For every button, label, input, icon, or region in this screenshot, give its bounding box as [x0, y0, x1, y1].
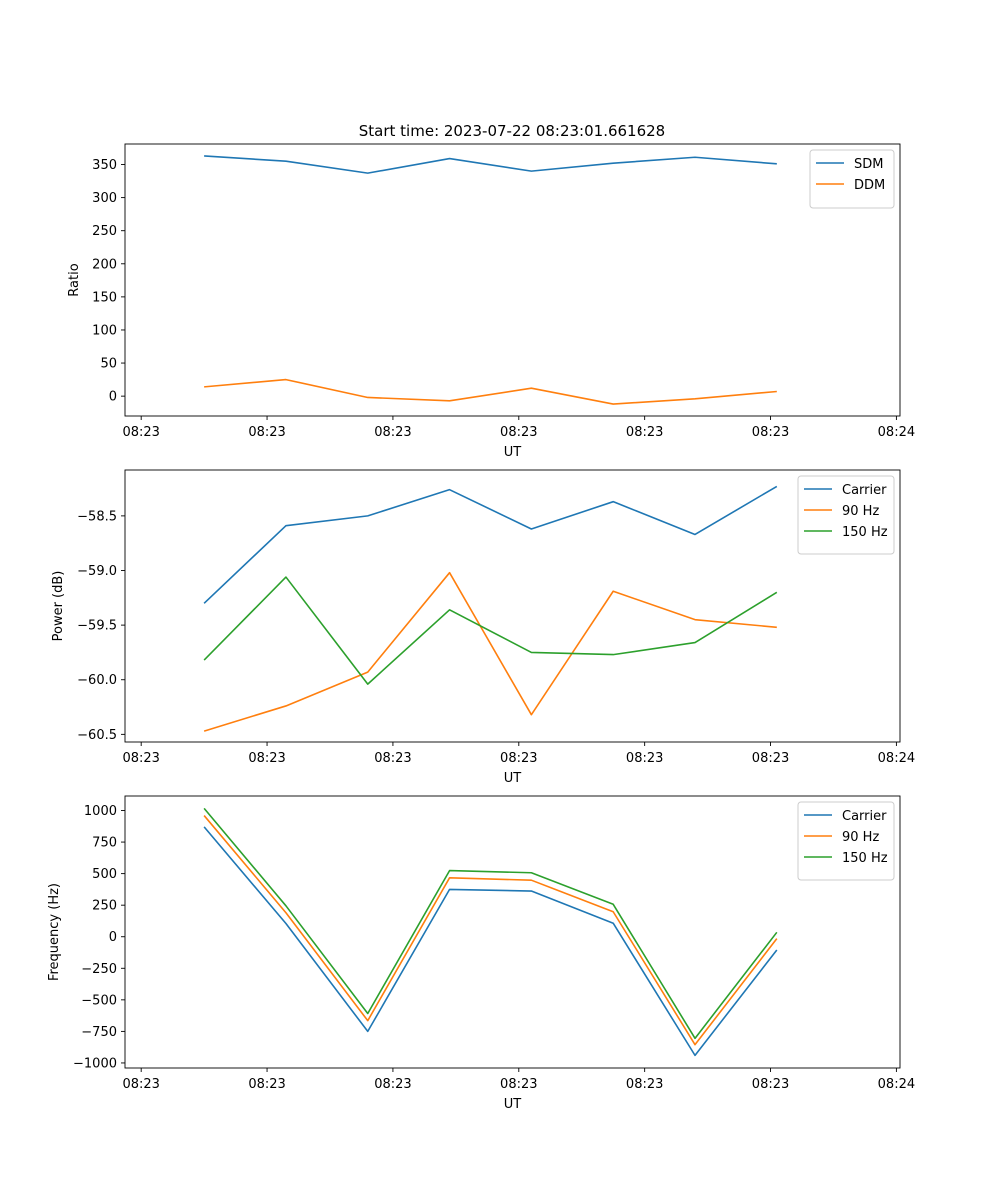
legend-box — [797, 801, 895, 881]
y-tick-label: 0 — [109, 930, 117, 945]
x-tick-label: 08:24 — [878, 425, 915, 440]
x-tick-label: 08:23 — [752, 751, 789, 766]
y-tick-label: −58.5 — [77, 509, 117, 524]
legend: Carrier 90 Hz 150 Hz — [797, 475, 895, 555]
x-tick-label: 08:24 — [878, 751, 915, 766]
legend-label-150-hz: 150 Hz — [842, 525, 888, 540]
y-tick-label: −59.5 — [77, 619, 117, 634]
x-tick-label: 08:23 — [500, 1077, 537, 1092]
y-tick-label: 250 — [92, 224, 117, 239]
x-axis-label: UT — [504, 771, 522, 786]
y-tick-label: 750 — [92, 836, 117, 851]
y-tick-label: −60.5 — [77, 728, 117, 743]
legend-label-carrier: Carrier — [842, 483, 887, 498]
x-tick-label: 08:24 — [878, 1077, 915, 1092]
x-tick-label: 08:23 — [752, 425, 789, 440]
x-tick-label: 08:23 — [374, 425, 411, 440]
legend-label-carrier: Carrier — [842, 809, 887, 824]
axes-frame — [124, 143, 901, 417]
axes-frame — [124, 469, 901, 743]
x-tick-label: 08:23 — [500, 425, 537, 440]
y-tick-label: 350 — [92, 158, 117, 173]
y-axis-label: Power (dB) — [51, 571, 66, 642]
y-tick-label: −60.0 — [77, 673, 117, 688]
y-tick-label: 0 — [109, 390, 117, 405]
legend-label-90-hz: 90 Hz — [842, 504, 879, 519]
y-tick-label: 1000 — [84, 804, 117, 819]
series-line-sdm — [204, 155, 777, 174]
y-axis-label: Ratio — [67, 263, 82, 296]
x-tick-label: 08:23 — [374, 1077, 411, 1092]
series-line-ddm — [204, 378, 777, 405]
y-tick-label: −1000 — [73, 1056, 117, 1071]
x-tick-label: 08:23 — [248, 425, 285, 440]
y-tick-label: 300 — [92, 191, 117, 206]
ratio-panel: 08:23 08:23 08:23 08:23 08:23 08:23 08:24 UT 0 50… — [67, 143, 915, 460]
y-tick-label: 500 — [92, 867, 117, 882]
y-axis-label: Frequency (Hz) — [47, 883, 62, 981]
series-line-carrier — [203, 826, 778, 1057]
legend: Carrier 90 Hz 150 Hz — [797, 801, 895, 881]
legend-label-90-hz: 90 Hz — [842, 830, 879, 845]
x-tick-label: 08:23 — [248, 751, 285, 766]
legend-box — [809, 149, 895, 209]
legend-label-ddm: DDM — [854, 178, 885, 193]
y-tick-label: 200 — [92, 257, 117, 272]
legend: SDM DDM — [809, 149, 895, 209]
series-line-150-hz — [203, 576, 778, 685]
x-tick-label: 08:23 — [122, 751, 159, 766]
y-tick-label: 250 — [92, 899, 117, 914]
x-tick-label: 08:23 — [626, 1077, 663, 1092]
y-tick-label: 100 — [92, 323, 117, 338]
legend-label-sdm: SDM — [854, 157, 883, 172]
series-line-150-hz — [203, 807, 778, 1040]
axes-frame — [124, 795, 901, 1069]
y-tick-label: −750 — [81, 1025, 117, 1040]
power-panel: 08:23 08:23 08:23 08:23 08:23 08:23 08:24 UT −60… — [51, 469, 915, 786]
x-tick-label: 08:23 — [752, 1077, 789, 1092]
legend-label-150-hz: 150 Hz — [842, 851, 888, 866]
legend-box — [797, 475, 895, 555]
x-axis-label: UT — [504, 445, 522, 460]
y-tick-label: 50 — [100, 357, 117, 372]
series-line-90-hz — [203, 571, 777, 732]
x-tick-label: 08:23 — [122, 425, 159, 440]
x-tick-label: 08:23 — [500, 751, 537, 766]
figure-title: Start time: 2023-07-22 08:23:01.661628 — [359, 122, 665, 140]
frequency-panel: 08:23 08:23 08:23 08:23 08:23 08:23 08:24 UT −10… — [47, 795, 915, 1112]
x-axis-label: UT — [504, 1097, 522, 1112]
x-tick-label: 08:23 — [122, 1077, 159, 1092]
x-tick-label: 08:23 — [248, 1077, 285, 1092]
y-tick-label: −59.0 — [77, 564, 117, 579]
series-line-carrier — [203, 485, 778, 604]
y-tick-label: −500 — [81, 993, 117, 1008]
y-tick-label: 150 — [92, 290, 117, 305]
x-tick-label: 08:23 — [626, 425, 663, 440]
x-tick-label: 08:23 — [626, 751, 663, 766]
series-line-90-hz — [203, 815, 778, 1046]
x-tick-label: 08:23 — [374, 751, 411, 766]
y-tick-label: −250 — [81, 962, 117, 977]
